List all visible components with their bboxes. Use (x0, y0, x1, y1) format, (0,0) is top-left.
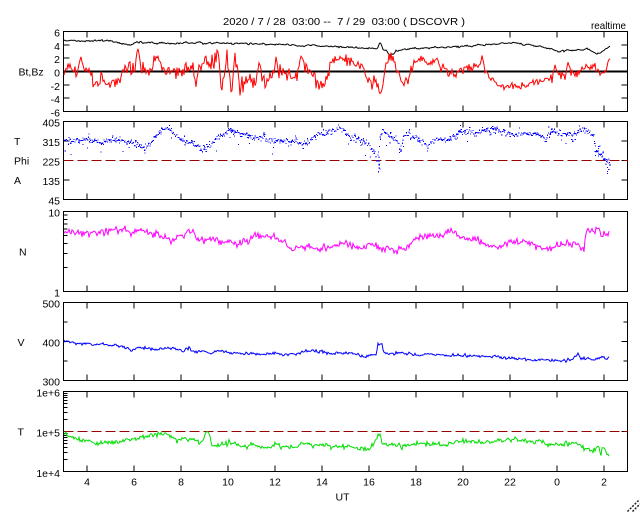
svg-text:UT: UT (336, 492, 351, 504)
svg-text:20: 20 (457, 477, 469, 489)
svg-text:16: 16 (363, 477, 375, 489)
svg-text:8: 8 (178, 477, 184, 489)
svg-text:T: T (18, 427, 25, 439)
svg-text:-2: -2 (51, 81, 60, 93)
svg-text:315: 315 (42, 137, 60, 149)
svg-text:225: 225 (42, 157, 60, 169)
svg-text:2: 2 (601, 477, 607, 489)
svg-text:135: 135 (42, 176, 60, 188)
svg-text:4: 4 (54, 41, 60, 53)
svg-text:2020 / 7 / 28 03:00 -- 7 / 2: 2020 / 7 / 28 03:00 -- 7 / 29 03:00 ( DS… (223, 16, 465, 28)
svg-text:405: 405 (42, 118, 60, 130)
svg-text:12: 12 (269, 477, 281, 489)
svg-text:A: A (14, 175, 21, 187)
svg-text:45: 45 (48, 196, 60, 208)
svg-text:6: 6 (54, 28, 60, 40)
svg-text:V: V (18, 337, 25, 349)
svg-text:0: 0 (54, 68, 60, 80)
svg-text:500: 500 (42, 299, 60, 311)
svg-text:400: 400 (42, 338, 60, 350)
svg-text:-4: -4 (51, 94, 60, 106)
svg-text:14: 14 (316, 477, 328, 489)
svg-text:1e+5: 1e+5 (36, 428, 60, 440)
svg-text:22: 22 (504, 477, 516, 489)
svg-text:6: 6 (131, 477, 137, 489)
svg-text:Phi: Phi (14, 156, 29, 168)
svg-text:Bt,Bz: Bt,Bz (19, 67, 44, 79)
svg-text:T: T (14, 136, 21, 148)
svg-text:1e+6: 1e+6 (36, 388, 60, 400)
svg-text:1e+4: 1e+4 (36, 468, 60, 480)
svg-text:0: 0 (554, 477, 560, 489)
svg-text:10: 10 (222, 477, 234, 489)
svg-text:10: 10 (48, 208, 60, 220)
svg-text:4: 4 (84, 477, 90, 489)
svg-text:18: 18 (410, 477, 422, 489)
svg-text:N: N (19, 247, 27, 259)
svg-text:realtime: realtime (591, 20, 626, 32)
svg-text:2: 2 (54, 54, 60, 66)
